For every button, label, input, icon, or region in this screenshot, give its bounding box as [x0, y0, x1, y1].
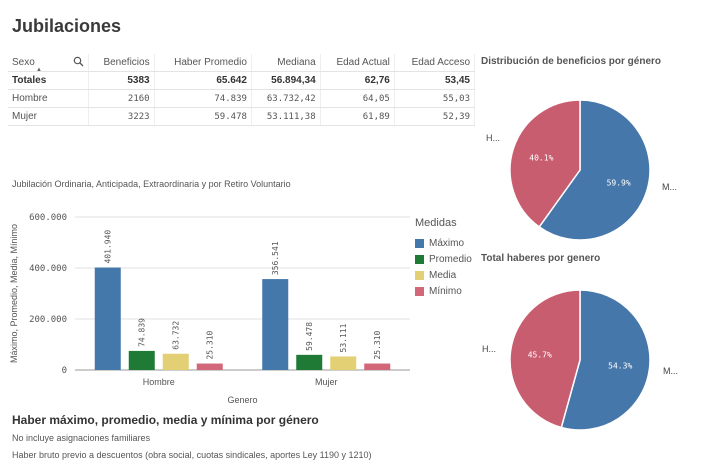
- legend-swatch: [415, 254, 424, 264]
- bar-chart-subtitle: Jubilación Ordinaria, Anticipada, Extrao…: [12, 179, 291, 189]
- table-row[interactable]: Mujer 3223 59.478 53.111,38 61,89 52,39: [8, 107, 476, 126]
- legend-item-promedio[interactable]: Promedio: [415, 251, 472, 267]
- pie1-title: Distribución de beneficios por género: [481, 56, 662, 67]
- pie1-label-hombre: H...: [486, 133, 501, 143]
- column-header-sexo[interactable]: Sexo ▲: [8, 54, 89, 73]
- footer-title: Haber máximo, promedio, media y mínima p…: [12, 413, 319, 427]
- pie-slice: [560, 289, 651, 431]
- bar-value-label: 401.940: [104, 230, 113, 264]
- table-cell: 52,39: [394, 107, 476, 126]
- legend-swatch: [415, 270, 424, 280]
- pie-slice: [538, 99, 651, 241]
- bar: [196, 363, 223, 370]
- table-cell: 63.732,42: [251, 89, 321, 108]
- bar: [296, 354, 323, 370]
- bar: [94, 267, 121, 370]
- legend-swatch: [415, 238, 424, 248]
- table-cell[interactable]: Hombre: [8, 89, 89, 108]
- x-tick-label: Mujer: [315, 377, 338, 387]
- column-header-beneficios[interactable]: Beneficios: [88, 54, 155, 72]
- column-header-mediana[interactable]: Mediana: [251, 54, 321, 72]
- bar-value-label: 53.111: [339, 323, 348, 352]
- y-tick-label: 0: [62, 366, 67, 376]
- pie-slice-label: 59.9%: [607, 178, 631, 187]
- x-axis-title: Genero: [227, 395, 257, 405]
- table-cell: 2160: [88, 89, 155, 108]
- pie-slice-label: 40.1%: [529, 154, 553, 163]
- bar-value-label: 63.732: [172, 321, 181, 350]
- legend-swatch: [415, 286, 424, 296]
- column-header-edad-actual[interactable]: Edad Actual: [320, 54, 395, 72]
- pie-slice-label: 54.3%: [608, 361, 632, 370]
- table-cell: 74.839: [154, 89, 252, 108]
- bar: [262, 279, 289, 370]
- column-header-haber-promedio[interactable]: Haber Promedio: [154, 54, 252, 72]
- table-cell: 53.111,38: [251, 107, 321, 126]
- stats-table: Sexo ▲ Beneficios Haber Promedio Mediana…: [8, 54, 476, 126]
- pie-chart-haberes[interactable]: 54.3% 45.7%: [500, 280, 660, 440]
- table-totals-row: Totales 5383 65.642 56.894,34 62,76 53,4…: [8, 71, 476, 90]
- bar-value-label: 356.541: [271, 241, 280, 275]
- bar: [162, 353, 189, 370]
- table-cell[interactable]: Mujer: [8, 107, 89, 126]
- bar-value-label: 74.839: [138, 318, 147, 347]
- legend-label: Máximo: [429, 237, 465, 249]
- pie1-label-mujer: M...: [662, 182, 677, 192]
- footer-note-2: Haber bruto previo a descuentos (obra so…: [12, 450, 372, 460]
- table-cell: 3223: [88, 107, 155, 126]
- search-icon[interactable]: [73, 56, 84, 70]
- bar-value-label: 25.310: [206, 330, 215, 359]
- legend-title: Medidas: [415, 217, 457, 229]
- pie2-label-mujer: M...: [663, 366, 678, 376]
- table-cell: 64,05: [320, 89, 395, 108]
- legend-label: Mínimo: [429, 285, 462, 297]
- pie2-title: Total haberes por genero: [481, 253, 601, 264]
- page-title: Jubilaciones: [12, 16, 122, 36]
- table-header-row: Sexo ▲ Beneficios Haber Promedio Mediana…: [8, 54, 476, 73]
- table-cell: 62,76: [320, 71, 395, 90]
- y-tick-label: 400.000: [29, 264, 67, 274]
- bar-chart[interactable]: 0 200.000 400.000 600.000 Máximo, Promedio, …: [0, 200, 475, 415]
- bar-legend[interactable]: Medidas Máximo Promedio Media Mínimo: [415, 217, 472, 299]
- table-cell: 59.478: [154, 107, 252, 126]
- pie2-label-hombre: H...: [482, 344, 497, 354]
- y-tick-label: 200.000: [29, 315, 67, 325]
- pie-chart-beneficios[interactable]: 59.9% 40.1%: [500, 90, 660, 250]
- legend-item-maximo[interactable]: Máximo: [415, 235, 472, 251]
- legend-label: Promedio: [429, 253, 472, 265]
- table-cell: Totales: [8, 71, 89, 90]
- footer-note-1: No incluye asignaciones familiares: [12, 433, 151, 443]
- table-row[interactable]: Hombre 2160 74.839 63.732,42 64,05 55,03: [8, 89, 476, 108]
- bar: [128, 350, 155, 370]
- table-cell: 56.894,34: [251, 71, 321, 90]
- pie-slice: [509, 289, 581, 429]
- pie-slice-label: 45.7%: [528, 351, 552, 360]
- legend-label: Media: [429, 269, 457, 281]
- table-cell: 53,45: [394, 71, 476, 90]
- bar-value-label: 25.310: [373, 330, 382, 359]
- column-header-edad-acceso[interactable]: Edad Acceso: [394, 54, 476, 72]
- column-header-label: Sexo: [12, 57, 35, 68]
- table-cell: 61,89: [320, 107, 395, 126]
- bar-value-label: 59.478: [305, 322, 314, 351]
- bar: [330, 356, 357, 370]
- legend-item-minimo[interactable]: Mínimo: [415, 283, 472, 299]
- table-cell: 5383: [88, 71, 155, 90]
- pie-slice: [509, 99, 581, 228]
- sort-ascending-icon[interactable]: ▲: [36, 67, 42, 73]
- y-axis-title: Máximo, Promedio, Media, Mínimo: [9, 224, 19, 363]
- bar: [364, 363, 391, 370]
- legend-item-media[interactable]: Media: [415, 267, 472, 283]
- table-cell: 65.642: [154, 71, 252, 90]
- table-cell: 55,03: [394, 89, 476, 108]
- x-tick-label: Hombre: [143, 377, 175, 387]
- y-tick-label: 600.000: [29, 213, 67, 223]
